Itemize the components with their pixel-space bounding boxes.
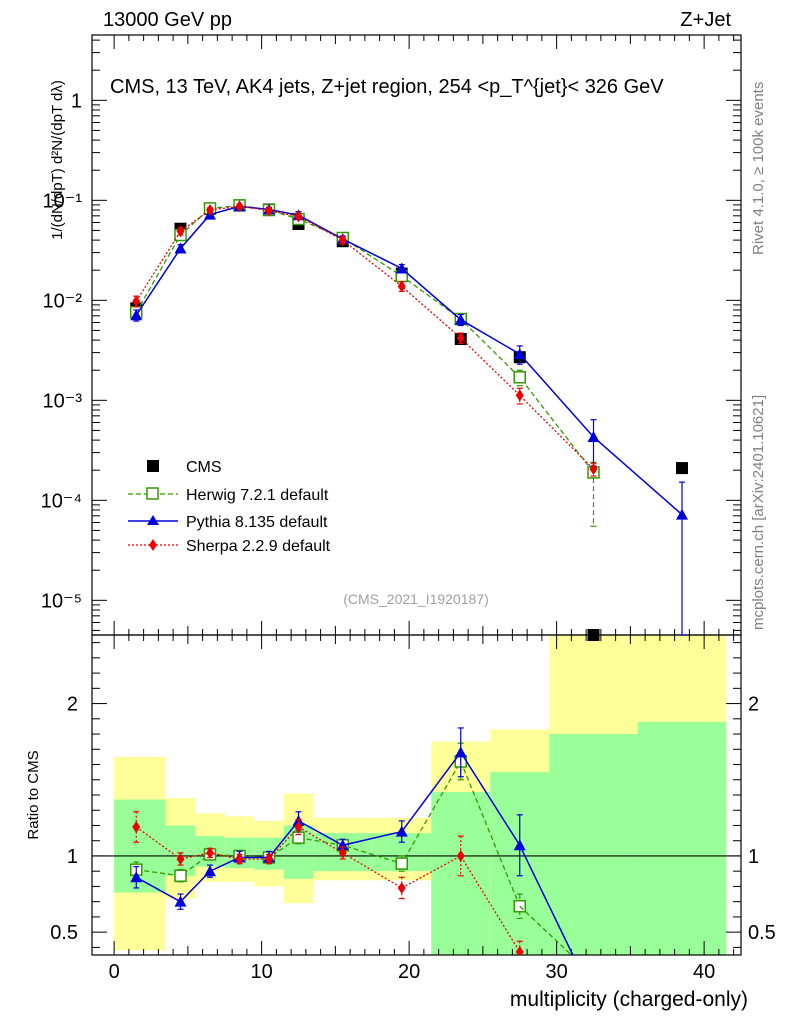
ratio-tick-label-r-2: 2	[748, 694, 759, 716]
header-right: Z+Jet	[680, 9, 731, 31]
ratio-point-sherpa-9	[515, 945, 524, 955]
main-point-cms-10	[587, 629, 600, 641]
watermark: (CMS_2021_I1920187)	[343, 591, 489, 607]
y-axis-label-main: 1/(dN/dpT) d²N/(dpT dλ)	[49, 80, 66, 240]
x-axis-label: multiplicity (charged-only)	[510, 988, 748, 1011]
side-label-top: Rivet 4.1.0, ≥ 100k events	[750, 82, 767, 255]
ratio-line-pythia	[135, 751, 521, 903]
band-green-10	[549, 734, 638, 955]
ratio-point-pythia-8	[454, 746, 467, 758]
side-label-bottom-wrap: mcplots.cern.ch [arXiv:2401.10621]	[750, 395, 767, 630]
band-green-1	[165, 825, 196, 876]
ratio-point-sherpa-2	[206, 846, 214, 859]
main-point-sherpa-8	[456, 331, 465, 344]
main-point-sherpa-0	[132, 295, 141, 308]
ratio-point-sherpa-8	[456, 849, 465, 862]
ratio-tick-label-r-1: 1	[748, 846, 759, 868]
y-axis-label-ratio: Ratio to CMS	[25, 750, 42, 839]
axis-ticks	[92, 35, 741, 955]
main-point-sherpa-6	[338, 234, 347, 247]
ratio-point-pythia-6	[336, 839, 349, 851]
legend-marker-sherpa	[149, 539, 157, 551]
ratio-tick-label-r-0: 0.5	[748, 922, 776, 944]
main-point-sherpa-10	[589, 463, 598, 476]
main-line-pythia	[135, 205, 683, 516]
ratio-point-sherpa-0	[132, 821, 141, 833]
legend: CMS Herwig 7.2.1 default Pythia 8.135 de…	[128, 459, 331, 555]
ratio-tick-label-l-2: 2	[67, 694, 78, 716]
main-line-herwig	[135, 204, 595, 473]
legend-marker-herwig	[146, 487, 159, 500]
ratio-point-herwig-7	[395, 857, 408, 870]
band-green-0	[114, 799, 166, 893]
main-point-sherpa-9	[515, 389, 524, 402]
main-point-pythia-10	[587, 430, 600, 442]
legend-marker-cms	[147, 460, 159, 472]
legend-label-pythia: Pythia 8.135 default	[186, 514, 328, 531]
ratio-offscale-herwig	[519, 905, 572, 955]
main-point-cms-11	[676, 462, 688, 475]
ratio-tick-label-l-0: 0.5	[50, 922, 78, 944]
main-point-herwig-9	[513, 371, 526, 384]
main-point-pythia-1	[174, 242, 187, 254]
ratio-point-pythia-2	[204, 865, 216, 877]
x-tick-label-20: 20	[398, 961, 420, 983]
x-tick-label-10: 10	[251, 961, 273, 983]
main-point-pythia-8	[454, 313, 467, 325]
y-tick-label-5: 1	[71, 90, 82, 112]
main-series	[130, 199, 688, 641]
ratio-point-sherpa-1	[176, 853, 185, 865]
ratio-bands	[114, 635, 727, 955]
x-tick-label-0: 0	[109, 961, 120, 983]
header-left: 13000 GeV pp	[103, 9, 232, 31]
chart-title: CMS, 13 TeV, AK4 jets, Z+jet region, 254…	[110, 76, 664, 98]
y-tick-label-2: 10⁻³	[43, 390, 83, 412]
y-tick-label-4: 10⁻¹	[43, 190, 83, 212]
ratio-tick-label-l-1: 1	[67, 846, 78, 868]
ratio-ylabel: Ratio to CMS	[25, 750, 42, 839]
legend-label-sherpa: Sherpa 2.2.9 default	[186, 538, 331, 555]
ratio-offscale-pythia	[519, 844, 574, 955]
main-point-sherpa-1	[176, 225, 185, 238]
main-point-sherpa-3	[235, 200, 244, 213]
y-tick-label-3: 10⁻²	[43, 290, 83, 312]
main-point-pythia-7	[395, 262, 408, 274]
ratio-line-sherpa	[135, 826, 521, 953]
tick-labels: 0 10 20 30 40 10⁻⁵ 10⁻⁴ 10⁻³ 10⁻² 10⁻¹ 1 0.5 0.5 1 1 2 2	[41, 90, 776, 983]
main-point-pythia-0	[130, 309, 143, 321]
ratio-point-pythia-9	[513, 839, 526, 851]
x-tick-label-30: 30	[546, 961, 568, 983]
ratio-point-sherpa-6	[338, 846, 347, 859]
ratio-point-sherpa-4	[265, 853, 273, 865]
ratio-point-pythia-7	[395, 825, 408, 837]
y-tick-label-1: 10⁻⁴	[41, 490, 82, 512]
ratio-series	[130, 727, 574, 955]
ratio-point-herwig-1	[174, 869, 187, 883]
ratio-clipped-group	[130, 727, 574, 955]
main-point-sherpa-4	[265, 204, 273, 217]
ratio-point-sherpa-5	[294, 821, 303, 833]
ratio-point-herwig-5	[292, 831, 305, 844]
ratio-point-sherpa-3	[235, 853, 244, 865]
ratio-point-pythia-1	[174, 895, 187, 907]
main-line-sherpa	[135, 205, 594, 470]
y-axis-label-text: 1/(dN/dpT) d²N/(dpT dλ)	[49, 80, 66, 240]
y-tick-label-0: 10⁻⁵	[41, 590, 82, 612]
main-point-sherpa-7	[397, 280, 406, 293]
main-point-pythia-9	[513, 348, 526, 360]
main-point-sherpa-2	[206, 204, 214, 217]
side-label-bottom: mcplots.cern.ch [arXiv:2401.10621]	[750, 395, 767, 630]
legend-label-herwig: Herwig 7.2.1 default	[186, 487, 329, 504]
band-green-11	[637, 721, 727, 955]
main-point-sherpa-5	[294, 210, 303, 223]
main-point-pythia-11	[676, 508, 688, 520]
x-tick-label-40: 40	[693, 961, 715, 983]
legend-marker-pythia	[147, 515, 159, 525]
ratio-point-pythia-0	[130, 871, 143, 883]
ratio-point-sherpa-7	[397, 881, 406, 894]
legend-label-cms: CMS	[186, 459, 222, 476]
side-label-top-wrap: Rivet 4.1.0, ≥ 100k events	[750, 82, 767, 255]
